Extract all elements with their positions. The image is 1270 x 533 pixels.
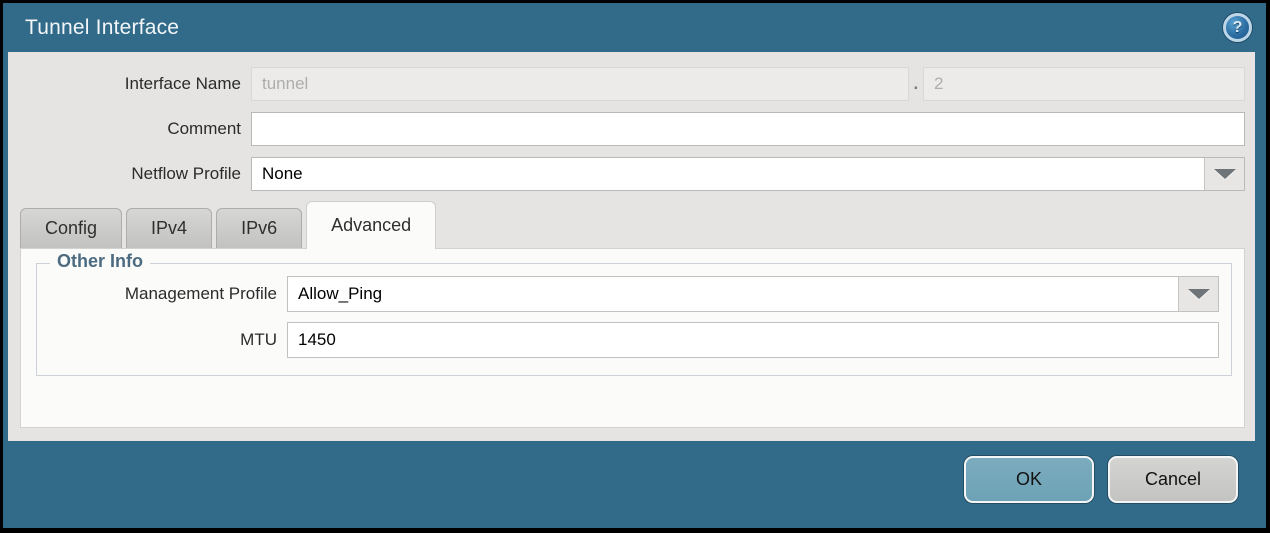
netflow-profile-select[interactable]: None — [251, 157, 1245, 191]
ok-button[interactable]: OK — [964, 456, 1094, 503]
help-icon-glyph: ? — [1232, 18, 1243, 36]
netflow-profile-row: Netflow Profile None — [8, 157, 1245, 191]
dialog-form-area: Interface Name . Comment Netflow Profile… — [8, 52, 1255, 441]
netflow-profile-dropdown-button[interactable] — [1204, 158, 1244, 190]
mtu-input[interactable] — [287, 322, 1219, 358]
interface-name-separator: . — [913, 74, 919, 93]
other-info-section-title: Other Info — [50, 251, 150, 272]
tab-config[interactable]: Config — [20, 208, 123, 248]
interface-name-suffix-input — [923, 67, 1245, 101]
comment-input[interactable] — [251, 112, 1245, 146]
mtu-row: MTU — [37, 322, 1219, 358]
chevron-down-icon — [1187, 289, 1210, 299]
tab-ipv6[interactable]: IPv6 — [216, 208, 303, 248]
interface-name-input — [251, 67, 909, 101]
dialog-titlebar: Tunnel Interface ? — [3, 3, 1266, 52]
dialog-title: Tunnel Interface — [25, 15, 180, 39]
dialog-footer: OK Cancel — [3, 441, 1266, 528]
management-profile-label: Management Profile — [124, 284, 277, 303]
advanced-tab-panel: Other Info Management Profile Allow_Ping… — [20, 248, 1245, 428]
tab-ipv4[interactable]: IPv4 — [126, 208, 213, 248]
netflow-profile-value: None — [262, 164, 303, 183]
management-profile-row: Management Profile Allow_Ping — [37, 276, 1219, 312]
comment-label: Comment — [167, 119, 241, 138]
cancel-button[interactable]: Cancel — [1108, 456, 1238, 503]
netflow-profile-label: Netflow Profile — [131, 164, 241, 183]
interface-name-label: Interface Name — [124, 74, 241, 93]
other-info-fieldset: Other Info Management Profile Allow_Ping… — [36, 251, 1232, 376]
management-profile-dropdown-button[interactable] — [1178, 277, 1218, 311]
management-profile-value: Allow_Ping — [298, 284, 383, 303]
interface-name-row: Interface Name . — [8, 67, 1245, 101]
mtu-label: MTU — [240, 330, 277, 349]
management-profile-select[interactable]: Allow_Ping — [287, 276, 1219, 312]
chevron-down-icon — [1213, 169, 1236, 179]
help-icon[interactable]: ? — [1223, 13, 1252, 42]
comment-row: Comment — [8, 112, 1245, 146]
interface-name-controls: . — [251, 67, 1245, 101]
tab-advanced[interactable]: Advanced — [306, 201, 437, 249]
tab-bar: Config IPv4 IPv6 Advanced — [20, 201, 1245, 249]
